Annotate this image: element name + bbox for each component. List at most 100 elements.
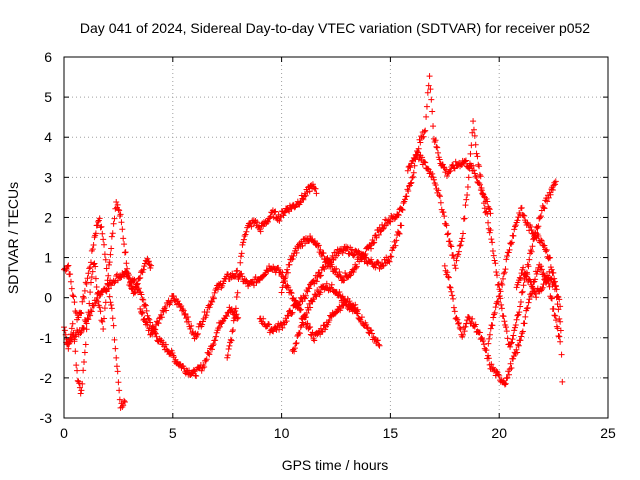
data-point — [557, 338, 564, 345]
data-point — [290, 253, 297, 260]
data-point — [115, 379, 122, 386]
data-point — [78, 328, 85, 335]
data-point — [513, 346, 520, 353]
data-point — [450, 164, 457, 171]
data-point — [208, 346, 215, 353]
data-point — [282, 274, 289, 281]
data-point — [313, 190, 320, 197]
data-point — [375, 341, 382, 348]
data-point — [88, 273, 95, 280]
data-point — [408, 179, 415, 186]
data-point — [79, 298, 86, 305]
data-point — [462, 158, 469, 165]
x-tick-label: 10 — [274, 425, 290, 441]
data-point — [81, 325, 88, 332]
data-point — [158, 314, 165, 321]
data-point — [230, 317, 237, 324]
data-point — [450, 295, 457, 302]
data-point — [297, 298, 304, 305]
data-point — [272, 208, 279, 215]
data-point — [461, 215, 468, 222]
data-point — [125, 272, 132, 279]
data-point — [68, 325, 75, 332]
data-point — [326, 317, 333, 324]
data-point — [286, 261, 293, 268]
data-point — [522, 313, 529, 320]
data-point — [491, 311, 498, 318]
data-point — [451, 308, 458, 315]
data-point — [529, 243, 536, 250]
data-point — [446, 238, 453, 245]
data-point — [97, 224, 104, 231]
data-point — [404, 167, 411, 174]
data-point — [368, 330, 375, 337]
data-point — [102, 299, 109, 306]
data-point — [421, 128, 428, 135]
data-point — [81, 287, 88, 294]
data-point — [516, 309, 523, 316]
data-point — [266, 321, 273, 328]
data-point — [305, 284, 312, 291]
data-point — [453, 257, 460, 264]
data-point — [450, 304, 457, 311]
data-point — [230, 327, 237, 334]
data-point — [518, 289, 525, 296]
data-point — [469, 315, 476, 322]
data-point — [472, 321, 479, 328]
data-point — [402, 196, 409, 203]
data-point — [324, 321, 331, 328]
data-point — [450, 255, 457, 262]
data-point — [160, 308, 167, 315]
data-point — [499, 281, 506, 288]
data-point — [121, 398, 128, 405]
y-tick-label: 5 — [44, 89, 52, 105]
data-point — [538, 266, 545, 273]
data-point — [425, 82, 432, 89]
data-point — [199, 318, 206, 325]
data-point — [376, 342, 383, 349]
data-point — [513, 284, 520, 291]
data-point — [198, 367, 205, 374]
data-point — [339, 293, 346, 300]
data-point — [422, 159, 429, 166]
data-point — [387, 218, 394, 225]
data-point — [538, 238, 545, 245]
data-point — [532, 276, 539, 283]
data-point — [511, 226, 518, 233]
data-point — [155, 320, 162, 327]
data-point — [234, 267, 241, 274]
data-point — [526, 256, 533, 263]
data-point — [336, 269, 343, 276]
data-point — [240, 236, 247, 243]
data-point — [265, 218, 271, 225]
data-point — [194, 331, 201, 338]
data-point — [279, 284, 286, 291]
data-point — [309, 181, 316, 188]
data-point — [521, 320, 528, 327]
data-point — [394, 211, 401, 218]
data-point — [514, 217, 521, 224]
data-point — [557, 327, 564, 334]
data-point — [558, 351, 565, 358]
data-point — [470, 126, 477, 133]
data-point — [350, 269, 357, 276]
data-point — [368, 256, 375, 263]
data-point — [361, 252, 368, 259]
data-point — [83, 280, 90, 287]
data-point — [236, 271, 243, 278]
data-point — [199, 321, 206, 328]
axis-ticks: 0 5 10 15 20 25 -3 -2 -1 0 1 2 3 4 5 6 — [40, 49, 616, 441]
data-point — [225, 271, 232, 278]
data-point — [102, 287, 109, 294]
data-point — [487, 227, 494, 234]
data-point — [260, 315, 267, 322]
data-point — [505, 249, 512, 256]
data-point — [219, 318, 226, 325]
data-point — [543, 247, 550, 254]
data-point — [440, 209, 447, 216]
data-point — [526, 296, 533, 303]
data-points — [61, 73, 566, 411]
data-point — [426, 73, 433, 80]
data-point — [487, 210, 494, 217]
